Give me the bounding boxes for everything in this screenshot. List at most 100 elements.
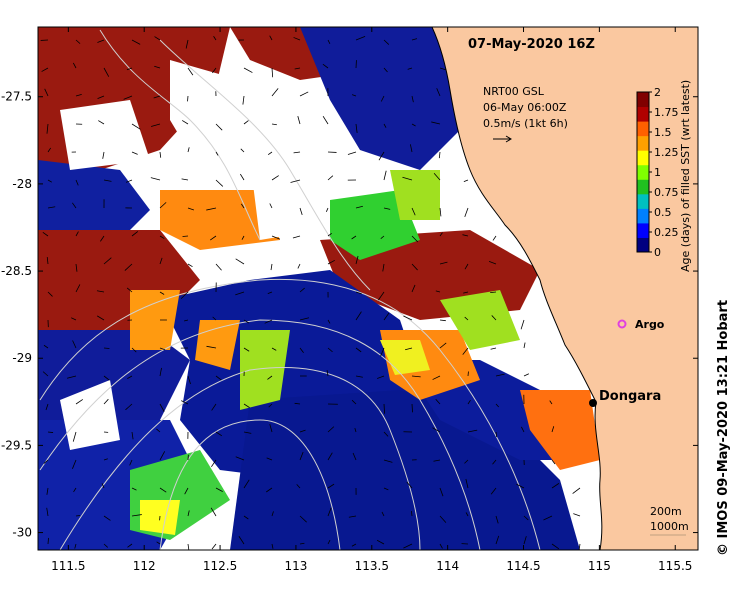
current-vector [159, 347, 166, 351]
bathymetry-contours [39, 29, 541, 550]
x-tick-label: 111.5 [51, 559, 85, 573]
current-vector [72, 202, 77, 209]
current-vector [572, 487, 581, 494]
current-vector [435, 290, 441, 293]
current-vector [66, 375, 77, 379]
current-vector [465, 478, 469, 489]
colorbar-tick-label: 0.5 [654, 206, 672, 219]
current-vector [73, 487, 77, 493]
current-vector [378, 151, 385, 161]
current-vector [242, 95, 245, 105]
current-vector [187, 263, 193, 268]
current-vector [327, 319, 331, 324]
current-vector [551, 483, 560, 489]
current-vector [239, 173, 245, 181]
current-vector [348, 515, 357, 518]
current-vector [495, 373, 505, 377]
current-vector [264, 319, 273, 324]
current-vector [47, 431, 54, 433]
current-vector [490, 291, 497, 294]
colorbar-tick-label: 1 [654, 166, 661, 179]
current-vector [125, 403, 133, 411]
current-vector [296, 484, 301, 489]
current-vector [235, 258, 245, 265]
current-vector [299, 317, 310, 321]
current-vector [551, 426, 555, 433]
current-vector [383, 207, 391, 210]
current-vector [467, 399, 471, 405]
current-vector [327, 39, 331, 45]
current-vector [325, 207, 329, 212]
current-vector [47, 179, 53, 183]
current-vector [41, 67, 49, 72]
current-vector [406, 481, 413, 489]
scale-arrow-icon [493, 135, 512, 143]
current-vector [159, 151, 162, 158]
current-vector [271, 543, 274, 549]
current-vector [126, 287, 133, 293]
current-vector [355, 375, 363, 378]
current-vector [212, 67, 217, 74]
current-vector [523, 373, 530, 377]
current-vector [299, 542, 305, 545]
current-vector [383, 403, 385, 414]
current-vector [126, 67, 133, 71]
current-vector [327, 347, 333, 353]
current-vector [352, 452, 357, 461]
x-tick-label: 113.5 [355, 559, 389, 573]
current-vector [131, 431, 134, 440]
current-vector [463, 291, 469, 294]
contour-legend-1000m: 1000m [650, 520, 689, 533]
current-vector [98, 120, 105, 125]
current-vector [380, 95, 385, 102]
current-vector [72, 431, 77, 442]
current-vector [520, 319, 525, 330]
current-vector [101, 483, 105, 489]
current-vector [240, 148, 245, 153]
current-vector [495, 431, 498, 438]
current-vector [187, 510, 190, 517]
dongara-label: Dongara [599, 389, 661, 404]
current-vector [520, 426, 525, 433]
current-vector [327, 426, 335, 433]
current-vector [102, 151, 105, 159]
current-vector [187, 147, 190, 153]
current-vector [159, 235, 165, 239]
current-vector [151, 123, 161, 127]
current-vector [377, 375, 385, 379]
current-vector [159, 403, 165, 412]
current-vector [266, 487, 273, 493]
current-vector [103, 257, 112, 265]
x-axis: 111.5 112 112.5 113 113.5 114 114.5 115 115.5 [51, 27, 692, 573]
current-vector [159, 451, 166, 461]
current-vector [299, 515, 307, 523]
current-vector [45, 403, 49, 411]
colorbar: 2 1.75 1.5 1.25 1 0.75 0.5 0.25 0 Age (days) of … [636, 80, 692, 272]
current-vector [46, 123, 49, 134]
current-vector [71, 317, 77, 321]
current-vector [290, 179, 301, 183]
current-vector [327, 539, 331, 545]
current-vector [523, 536, 527, 545]
current-vector [266, 457, 273, 461]
current-vector [243, 431, 252, 434]
current-vector [243, 319, 250, 324]
current-vector [215, 375, 222, 381]
current-info-line3: 0.5m/s (1kt 6h) [483, 117, 568, 130]
current-vector [294, 67, 301, 70]
current-vector [439, 319, 446, 322]
current-vector [327, 483, 335, 489]
current-vector [383, 487, 389, 491]
current-vector [376, 539, 385, 545]
current-vector [543, 515, 553, 521]
current-vector [159, 291, 165, 295]
current-vector [411, 403, 413, 413]
colorbar-tick-label: 1.5 [654, 126, 672, 139]
current-vector [271, 347, 277, 351]
current-vector [103, 543, 109, 548]
current-vector [380, 347, 385, 357]
current-vector [578, 543, 581, 550]
current-vector [75, 179, 79, 186]
current-vector [103, 67, 110, 77]
y-tick-label: -28.5 [1, 264, 32, 278]
